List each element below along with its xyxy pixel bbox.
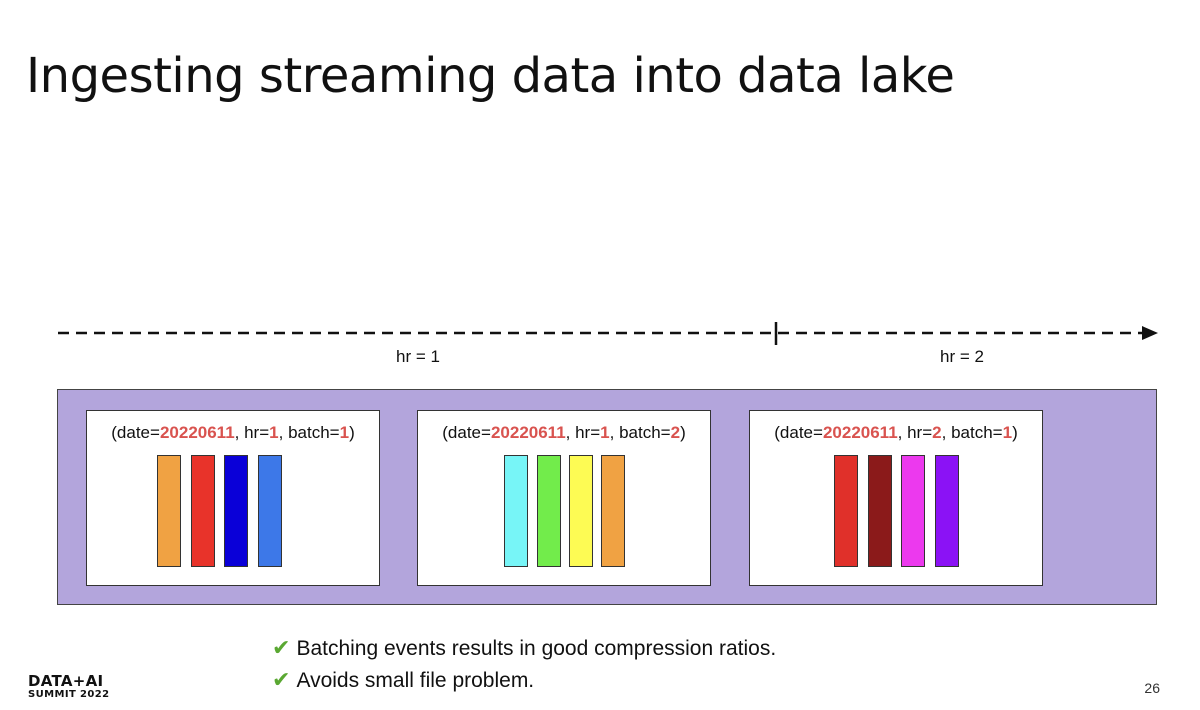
- data-file: [935, 455, 959, 567]
- data-lake: (date=20220611, hr=1, batch=1) (date=202…: [57, 389, 1157, 605]
- timeline-arrowhead-icon: [1142, 326, 1158, 340]
- batch-value: 1: [1002, 423, 1013, 442]
- timeline-label-hr2: hr = 2: [940, 347, 984, 366]
- file-group: [750, 455, 1042, 569]
- bullet-list: ✔ Batching events results in good compres…: [272, 632, 776, 696]
- file-group: [418, 455, 710, 569]
- partition-1: (date=20220611, hr=1, batch=1): [86, 410, 380, 586]
- slide-title: Ingesting streaming data into data lake: [26, 48, 955, 104]
- check-icon: ✔: [272, 635, 291, 660]
- data-file: [601, 455, 625, 567]
- bullet-item: ✔ Batching events results in good compres…: [272, 635, 777, 660]
- data-file: [868, 455, 892, 567]
- batch-value: 2: [670, 423, 681, 442]
- page-number: 26: [1144, 680, 1160, 696]
- summit-logo: DATA+AI SUMMIT 2022: [28, 673, 109, 701]
- data-file: [191, 455, 215, 567]
- logo-sub-text: SUMMIT 2022: [28, 689, 110, 700]
- data-file: [224, 455, 248, 567]
- hr-value: 1: [600, 423, 610, 442]
- date-value: 20220611: [490, 423, 566, 442]
- data-file: [157, 455, 181, 567]
- data-file: [834, 455, 858, 567]
- partition-2: (date=20220611, hr=1, batch=2): [417, 410, 711, 586]
- data-file: [901, 455, 925, 567]
- timeline-label-hr1: hr = 1: [396, 347, 440, 366]
- data-file: [537, 455, 561, 567]
- hr-value: 1: [269, 423, 279, 442]
- timeline-arrow: [58, 322, 1158, 345]
- partition-label: (date=20220611, hr=1, batch=1): [111, 423, 355, 442]
- file-group: [87, 455, 379, 569]
- date-value: 20220611: [822, 423, 898, 442]
- data-file: [569, 455, 593, 567]
- check-icon: ✔: [272, 667, 291, 692]
- partition-label: (date=20220611, hr=2, batch=1): [774, 423, 1018, 442]
- partition-label: (date=20220611, hr=1, batch=2): [442, 423, 686, 442]
- logo-main-text: DATA+AI: [28, 672, 104, 690]
- bullet-item: ✔ Avoids small file problem.: [272, 667, 535, 692]
- data-file: [504, 455, 528, 567]
- batch-value: 1: [339, 423, 350, 442]
- data-file: [258, 455, 282, 567]
- partition-3: (date=20220611, hr=2, batch=1): [749, 410, 1043, 586]
- hr-value: 2: [932, 423, 942, 442]
- date-value: 20220611: [159, 423, 235, 442]
